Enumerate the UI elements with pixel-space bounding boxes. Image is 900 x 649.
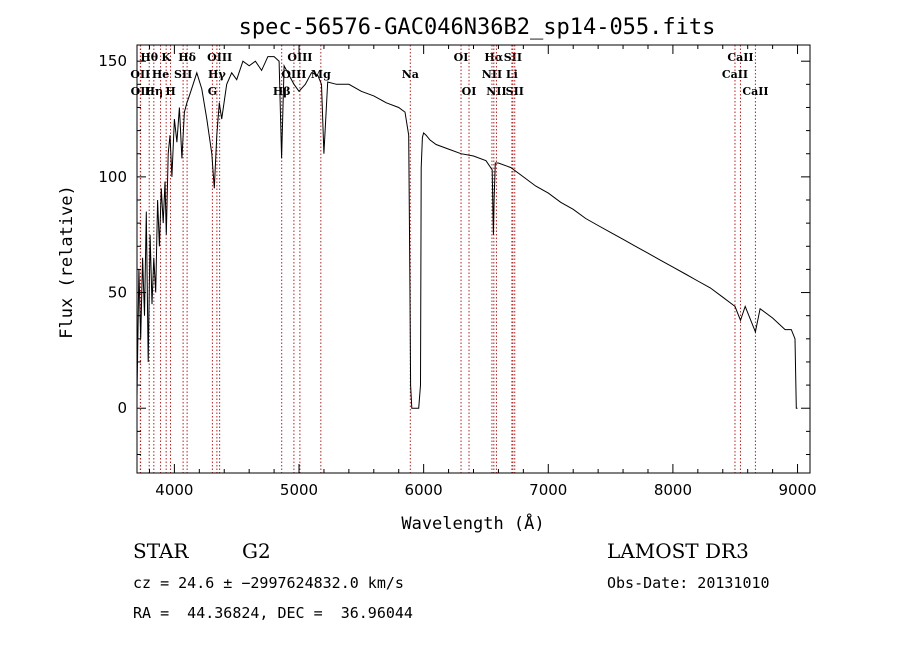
x-tick-label: 8000 [654,481,692,499]
spectral-line-label: Mg [311,68,331,81]
spectral-line-label: NII [486,85,506,98]
spectral-line-label: Hβ [273,85,291,98]
spectral-line-label: Na [402,68,419,81]
survey-name: LAMOST DR3 [607,539,749,563]
x-tick-label: 5000 [280,481,318,499]
spectral-line-label: CaII [727,51,753,64]
redshift-readout: cz = 24.6 ± −2997624832.0 km/s [133,574,404,592]
spectral-line-label: SII [504,51,522,64]
x-tick-label: 4000 [155,481,193,499]
spectral-line-label: OI [454,51,469,64]
spectral-line-label: OIII [287,51,312,64]
chart-title: spec-56576-GAC046N36B2_sp14-055.fits [239,15,716,40]
spectral-line-label: OIII [207,51,232,64]
spectral-line-label: OI [462,85,477,98]
spectrum-line [136,56,798,409]
spectral-line-label: Hγ [208,68,226,81]
axis-ticks-layer: 4000 5000 6000 7000 8000 9000 0 50 100 150 [98,45,817,499]
x-axis-label: Wavelength (Å) [401,512,544,534]
spectral-line-label: G [208,85,217,98]
obs-date: Obs-Date: 20131010 [607,574,770,592]
y-axis-label: Flux (relative) [57,185,77,339]
spectral-line-label: Hθ [140,51,158,64]
x-tick-label: 7000 [529,481,567,499]
object-class: STAR [133,539,189,563]
spectral-line-label: OII [131,85,151,98]
spectral-line-label: CaII [742,85,768,98]
object-subclass: G2 [242,539,271,563]
spectral-line-label: H [165,85,175,98]
x-tick-label: 9000 [778,481,816,499]
spectral-line-label: SII [174,68,192,81]
spectral-line-label: K [161,51,171,64]
spectral-line-label: NII [482,68,502,81]
spectral-line-label: Hα [484,51,503,64]
spectral-line-label: SII [506,85,524,98]
plot-frame [136,44,811,474]
spectral-line-label: Hη [145,85,163,98]
spectral-line-label: Hδ [178,51,196,64]
x-tick-label: 6000 [405,481,443,499]
spectral-line-label: Li [506,68,518,81]
y-tick-label: 50 [108,284,127,302]
ra-dec-readout: RA = 44.36824, DEC = 36.96044 [133,604,413,622]
y-tick-label: 150 [98,52,127,70]
spectral-line-label: He [152,68,169,81]
spectral-line-label: OIII [281,68,306,81]
y-tick-label: 0 [117,399,127,417]
spectral-line-label: CaII [722,68,748,81]
y-tick-label: 100 [98,168,127,186]
